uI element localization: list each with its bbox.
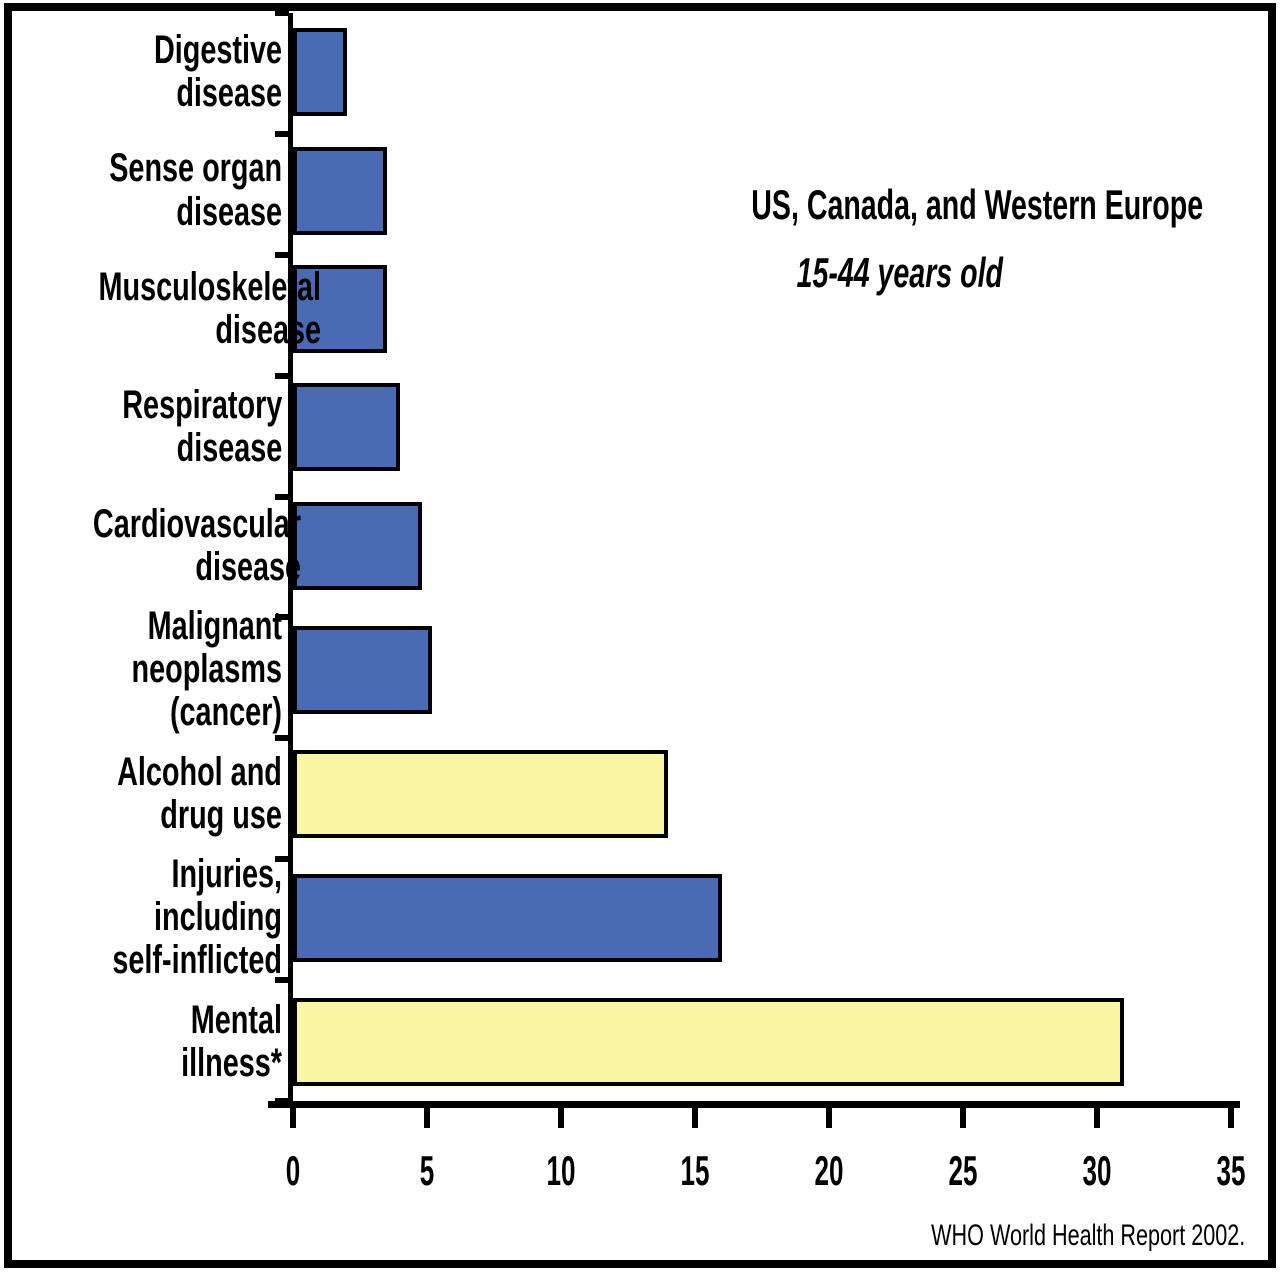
bar-mental-illness <box>293 997 1124 1086</box>
x-axis-tick-label: 35 <box>1216 1147 1246 1194</box>
bar-digestive-disease <box>293 28 347 117</box>
y-axis-tick <box>275 856 289 863</box>
x-axis-tick <box>826 1108 832 1128</box>
bar-rows: Digestive disease Sense organ disease Mu… <box>12 13 1231 1101</box>
x-axis-tick <box>290 1108 296 1128</box>
chart-row: Sense organ disease <box>12 131 1231 249</box>
bar-respiratory-disease <box>293 383 401 472</box>
x-axis-line <box>268 1101 1240 1108</box>
chart-title: US, Canada, and Western Europe <box>751 181 1204 228</box>
category-label-cardiovascular-disease: Cardiovascular disease <box>92 501 302 589</box>
y-axis-tick <box>275 735 289 742</box>
bar-injuries-including-self-inflicted <box>293 873 722 962</box>
y-axis-tick <box>275 493 289 500</box>
y-axis-tick <box>275 1098 289 1104</box>
bar-alcohol-and-drug-use <box>293 749 669 838</box>
category-label-respiratory-disease: Respiratory disease <box>121 383 282 471</box>
plot-area: Digestive disease Sense organ disease Mu… <box>12 10 1268 1260</box>
category-label-musculoskeletal-disease: Musculoskeletal disease <box>98 264 322 353</box>
chart-frame: Digestive disease Sense organ disease Mu… <box>4 3 1276 1268</box>
chart-title-block: US, Canada, and Western Europe 15-44 yea… <box>645 181 1204 297</box>
x-axis-tick-label: 10 <box>546 1147 576 1194</box>
chart-row: Alcohol and drug use <box>12 735 1231 853</box>
chart-subtitle: 15-44 years old <box>796 249 1004 296</box>
y-axis-line <box>288 13 293 1101</box>
y-axis-tick <box>275 130 289 137</box>
chart-row: Digestive disease <box>12 13 1231 131</box>
x-axis-tick-label: 15 <box>680 1147 710 1194</box>
bar-cardiovascular-disease <box>293 501 422 590</box>
bar-sense-organ-disease <box>293 146 387 235</box>
y-axis-tick <box>275 10 289 16</box>
y-axis-tick <box>275 614 289 621</box>
x-axis-tick <box>960 1108 966 1128</box>
x-axis-tick-label: 0 <box>285 1147 301 1194</box>
chart-row: Musculoskeletal disease <box>12 250 1231 368</box>
x-axis-tick <box>558 1108 564 1128</box>
x-axis-tick <box>424 1108 430 1128</box>
category-label-digestive-disease: Digestive disease <box>153 28 282 116</box>
y-axis-tick <box>275 977 289 984</box>
x-axis-tick <box>692 1108 698 1128</box>
chart-row: Injuries, including self-inflicted <box>12 852 1231 983</box>
chart-row: Cardiovascular disease <box>12 487 1231 605</box>
chart-row: Respiratory disease <box>12 368 1231 486</box>
category-label-mental-illness: Mental illness* <box>181 997 282 1085</box>
category-label-alcohol-and-drug-use: Alcohol and drug use <box>117 749 282 837</box>
x-axis-tick-label: 25 <box>948 1147 978 1194</box>
x-axis-tick <box>1094 1108 1100 1128</box>
category-label-sense-organ-disease: Sense organ disease <box>109 146 282 234</box>
x-axis-ticks: 0 5 10 15 20 25 30 35 <box>286 11 1245 1260</box>
chart-row: Mental illness* <box>12 983 1231 1101</box>
x-axis-tick <box>1228 1108 1234 1128</box>
category-label-injuries: Injuries, including self-inflicted <box>112 852 282 983</box>
source-caption: WHO World Health Report 2002. <box>930 1219 1245 1252</box>
x-axis-tick-label: 20 <box>814 1147 844 1194</box>
x-axis-tick-label: 30 <box>1082 1147 1112 1194</box>
bar-malignant-neoplasms <box>293 625 433 714</box>
chart-row: Malignant neoplasms (cancer) <box>12 605 1231 735</box>
x-axis-tick-label: 5 <box>419 1147 435 1194</box>
category-label-malignant-neoplasms: Malignant neoplasms (cancer) <box>131 604 282 735</box>
y-axis-tick <box>275 251 289 258</box>
y-axis-tick <box>275 372 289 379</box>
bar-musculoskeletal-disease <box>293 265 387 354</box>
